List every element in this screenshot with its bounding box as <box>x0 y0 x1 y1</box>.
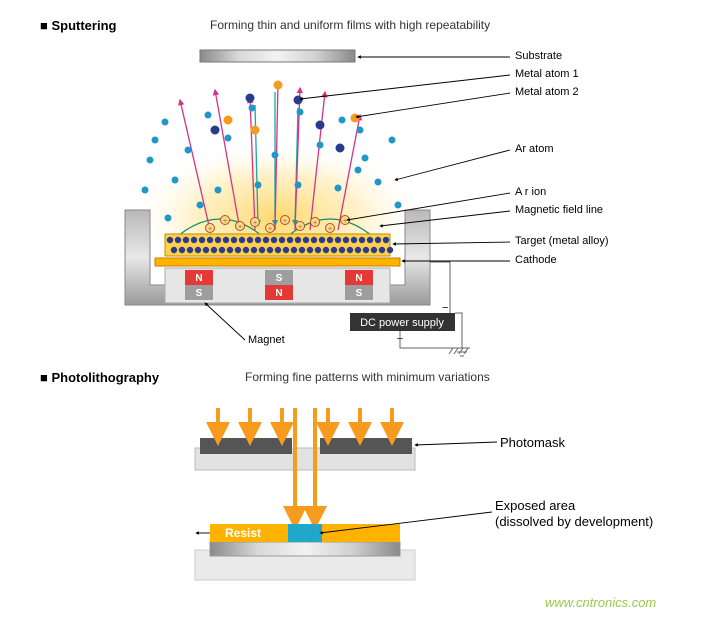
resist-text: Resist <box>225 526 261 540</box>
label-metal2: Metal atom 2 <box>515 86 579 98</box>
photolithography-diagram: Resist <box>0 390 706 620</box>
svg-text:+: + <box>298 224 302 231</box>
label-target: Target (metal alloy) <box>515 235 609 247</box>
label-substrate: Substrate <box>515 50 562 62</box>
svg-text:S: S <box>276 273 283 284</box>
svg-text:+: + <box>283 218 287 225</box>
svg-text:+: + <box>238 224 242 231</box>
sputtering-diagram: NSSNNS ++++++++++ DC power supply − + <box>0 30 706 365</box>
svg-text:N: N <box>355 273 362 284</box>
svg-text:+: + <box>313 220 317 227</box>
label-magnet: Magnet <box>248 334 285 346</box>
svg-text:+: + <box>223 218 227 225</box>
label-cathode: Cathode <box>515 254 557 266</box>
label-exposed2: (dissolved by development) <box>495 514 653 529</box>
sputtering-section: ■ Sputtering Forming thin and uniform fi… <box>0 0 706 350</box>
svg-text:S: S <box>356 288 363 299</box>
label-ar-ion: A r ion <box>515 186 546 198</box>
svg-text:+: + <box>208 226 212 233</box>
photo-title: ■ Photolithography <box>40 370 159 385</box>
dc-minus: − <box>442 302 448 314</box>
watermark: www.cntronics.com <box>545 595 656 610</box>
svg-text:+: + <box>328 226 332 233</box>
resist-right <box>322 524 400 542</box>
svg-text:+: + <box>253 220 257 227</box>
wafer-metal <box>210 542 400 556</box>
svg-text:S: S <box>196 288 203 299</box>
uv-arrows <box>218 408 392 434</box>
mask-right <box>320 438 412 454</box>
ground-symbol <box>449 348 470 356</box>
svg-text:+: + <box>268 226 272 233</box>
photo-caption: Forming fine patterns with minimum varia… <box>245 370 490 384</box>
label-field: Magnetic field line <box>515 204 603 216</box>
svg-text:N: N <box>275 288 282 299</box>
photolithography-section: ■ Photolithography Forming fine patterns… <box>0 370 706 620</box>
cathode-bar <box>155 258 400 266</box>
mask-left <box>200 438 292 454</box>
label-exposed1: Exposed area <box>495 498 575 513</box>
label-metal1: Metal atom 1 <box>515 68 579 80</box>
svg-text:N: N <box>195 273 202 284</box>
label-ar-atom: Ar atom <box>515 143 554 155</box>
metal2-atoms <box>224 81 360 135</box>
label-photomask: Photomask <box>500 435 565 450</box>
svg-text:+: + <box>343 218 347 225</box>
substrate <box>200 50 355 62</box>
exposed-area <box>288 524 322 542</box>
dc-supply-label: DC power supply <box>360 317 444 329</box>
